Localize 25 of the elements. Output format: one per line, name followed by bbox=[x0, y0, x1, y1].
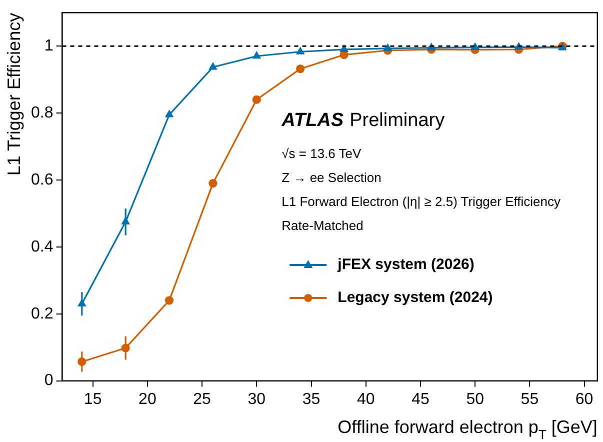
x-tick-label: 50 bbox=[466, 390, 484, 408]
y-tick-label: 0 bbox=[44, 372, 54, 390]
x-tick-label: 40 bbox=[356, 390, 375, 408]
annotation: Preliminary bbox=[350, 110, 446, 131]
x-tick-label: 25 bbox=[193, 390, 212, 408]
y-axis-title: L1 Trigger Efficiency bbox=[4, 12, 24, 176]
x-tick-label: 55 bbox=[520, 390, 539, 408]
legend-label: Legacy system (2024) bbox=[338, 289, 493, 306]
y-tick-label: 0.2 bbox=[30, 305, 54, 322]
x-tick-label: 15 bbox=[84, 390, 102, 408]
y-tick-label: 0.6 bbox=[30, 171, 54, 188]
annotation: √s = 13.6 TeV bbox=[282, 146, 362, 161]
legend-label: jFEX system (2026) bbox=[336, 256, 474, 274]
annotation: Z → ee Selection bbox=[282, 170, 382, 185]
annotation: ATLAS bbox=[280, 110, 344, 131]
x-tick-label: 45 bbox=[412, 390, 430, 408]
x-tick-label: 60 bbox=[575, 390, 594, 408]
x-tick-label: 20 bbox=[138, 390, 156, 408]
annotation: L1 Forward Electron (|η| ≥ 2.5) Trigger Efficiency bbox=[282, 194, 561, 209]
annotation: Rate-Matched bbox=[282, 218, 364, 233]
y-tick-label: 0.4 bbox=[30, 238, 54, 256]
y-tick-label: 1 bbox=[44, 37, 54, 54]
y-tick-label: 0.8 bbox=[30, 104, 54, 122]
x-tick-label: 35 bbox=[302, 390, 320, 408]
x-tick-label: 30 bbox=[248, 390, 266, 408]
